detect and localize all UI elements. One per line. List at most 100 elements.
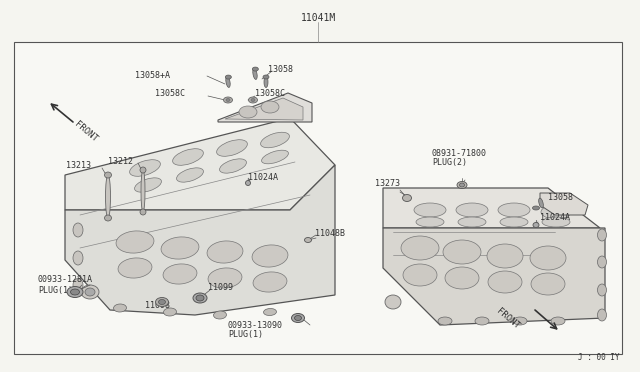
Ellipse shape (264, 308, 276, 315)
Ellipse shape (414, 203, 446, 217)
Ellipse shape (460, 183, 465, 187)
Text: 13273: 13273 (375, 179, 400, 187)
Ellipse shape (500, 217, 528, 227)
Ellipse shape (193, 293, 207, 303)
Text: 13058C: 13058C (255, 90, 285, 99)
Ellipse shape (239, 106, 257, 118)
Text: 11099: 11099 (208, 282, 233, 292)
Ellipse shape (163, 264, 197, 284)
Ellipse shape (113, 304, 127, 312)
Ellipse shape (475, 317, 489, 325)
Ellipse shape (253, 272, 287, 292)
Text: 11098: 11098 (145, 301, 170, 310)
Polygon shape (65, 118, 335, 210)
Ellipse shape (262, 150, 289, 164)
Ellipse shape (261, 101, 279, 113)
Ellipse shape (104, 172, 111, 178)
Text: FRONT: FRONT (494, 307, 520, 331)
Ellipse shape (246, 180, 250, 186)
Ellipse shape (401, 236, 439, 260)
Ellipse shape (443, 240, 481, 264)
Ellipse shape (156, 298, 168, 307)
Ellipse shape (159, 299, 166, 305)
Ellipse shape (177, 168, 204, 182)
Ellipse shape (542, 217, 570, 227)
Ellipse shape (118, 258, 152, 278)
Ellipse shape (225, 75, 231, 79)
Polygon shape (383, 228, 605, 325)
Ellipse shape (533, 222, 539, 228)
Ellipse shape (264, 77, 268, 87)
Ellipse shape (73, 223, 83, 237)
Ellipse shape (541, 205, 571, 219)
Text: 11048B: 11048B (315, 228, 345, 237)
Ellipse shape (196, 295, 204, 301)
Ellipse shape (116, 231, 154, 253)
Text: PLUG(2): PLUG(2) (432, 158, 467, 167)
Ellipse shape (294, 315, 301, 321)
Ellipse shape (305, 237, 312, 243)
Ellipse shape (67, 286, 83, 298)
Ellipse shape (438, 317, 452, 325)
Ellipse shape (216, 140, 248, 156)
Text: J : 00 IY: J : 00 IY (579, 353, 620, 362)
Ellipse shape (226, 77, 230, 87)
Bar (14, 42, 622, 354)
Ellipse shape (214, 311, 227, 319)
Ellipse shape (445, 267, 479, 289)
Ellipse shape (140, 209, 146, 215)
Polygon shape (65, 165, 335, 315)
Text: 13058: 13058 (548, 192, 573, 202)
Ellipse shape (106, 175, 111, 218)
Ellipse shape (531, 273, 565, 295)
Ellipse shape (498, 203, 530, 217)
Ellipse shape (403, 195, 412, 202)
Ellipse shape (223, 97, 232, 103)
Ellipse shape (85, 288, 95, 296)
Ellipse shape (134, 178, 161, 192)
Text: 11024A: 11024A (540, 214, 570, 222)
Ellipse shape (530, 246, 566, 270)
Ellipse shape (163, 308, 177, 316)
Text: 11024A: 11024A (248, 173, 278, 182)
Ellipse shape (457, 182, 467, 189)
Ellipse shape (598, 229, 607, 241)
Text: PLUG(1): PLUG(1) (38, 285, 73, 295)
Ellipse shape (161, 237, 199, 259)
Ellipse shape (140, 167, 146, 173)
Text: FRONT: FRONT (72, 120, 99, 144)
Ellipse shape (73, 251, 83, 265)
Text: 13058: 13058 (268, 64, 293, 74)
Ellipse shape (551, 317, 565, 325)
Ellipse shape (598, 256, 607, 268)
Ellipse shape (220, 159, 246, 173)
Ellipse shape (104, 215, 111, 221)
Polygon shape (218, 93, 312, 122)
Ellipse shape (416, 217, 444, 227)
Ellipse shape (458, 217, 486, 227)
Ellipse shape (70, 289, 79, 295)
Text: 11041M: 11041M (300, 13, 335, 23)
Ellipse shape (260, 132, 289, 148)
Ellipse shape (598, 284, 607, 296)
Ellipse shape (456, 203, 488, 217)
Ellipse shape (487, 244, 523, 268)
Ellipse shape (253, 68, 257, 80)
Text: 13058C: 13058C (155, 90, 185, 99)
Text: 13058+A: 13058+A (135, 71, 170, 80)
Ellipse shape (291, 314, 305, 323)
Polygon shape (225, 98, 303, 120)
Text: 13212: 13212 (108, 157, 133, 166)
Text: 13213: 13213 (66, 160, 91, 170)
Ellipse shape (385, 295, 401, 309)
Ellipse shape (539, 198, 543, 208)
Text: 08931-71800: 08931-71800 (432, 148, 487, 157)
Ellipse shape (252, 67, 259, 71)
Ellipse shape (141, 170, 145, 212)
Ellipse shape (532, 206, 540, 210)
Ellipse shape (208, 268, 242, 288)
Ellipse shape (488, 271, 522, 293)
Ellipse shape (73, 279, 83, 292)
Polygon shape (540, 193, 588, 215)
Ellipse shape (81, 285, 99, 299)
